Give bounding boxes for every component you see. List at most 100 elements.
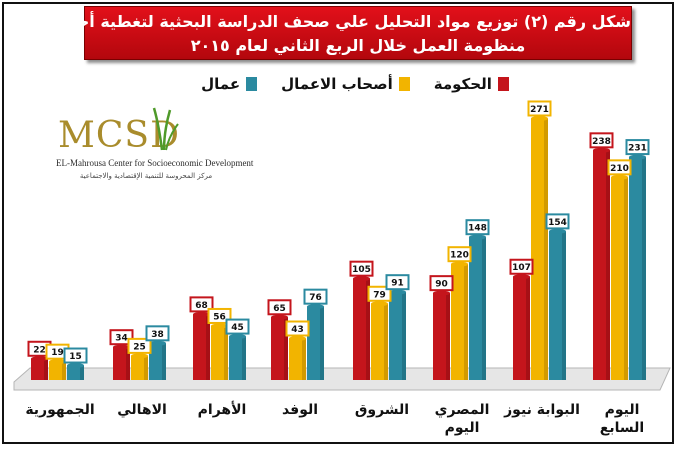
legend-item-government: الحكومة xyxy=(434,72,509,96)
mcsd-logo: MCSD EL-Mahrousa Center for Socioeconomi… xyxy=(56,107,253,196)
legend-swatch-government xyxy=(497,77,509,91)
wheat-icon xyxy=(152,107,179,151)
value-label-box-wrk-7 xyxy=(625,139,650,156)
value-label-gov-3: 65 xyxy=(273,304,286,314)
bar-gov-3 xyxy=(271,314,288,380)
legend-item-workers: عمال xyxy=(201,72,258,96)
bar-wrk-7 xyxy=(629,154,646,380)
bar-biz-1 xyxy=(131,353,148,380)
chart-floor xyxy=(13,367,671,391)
bar-biz-4 xyxy=(371,301,388,380)
bar-gov-7 xyxy=(593,147,610,380)
value-label-biz-7: 210 xyxy=(610,164,629,174)
value-label-biz-5: 120 xyxy=(450,251,469,261)
legend-label-workers: عمال xyxy=(201,75,241,93)
legend: الحكومة أصحاب الاعمال عمال xyxy=(190,72,520,96)
value-label-gov-2: 68 xyxy=(195,301,208,311)
category-label-3-0: الوفد xyxy=(282,402,318,418)
value-label-box-biz-6 xyxy=(527,100,552,117)
value-label-box-wrk-4 xyxy=(385,274,410,291)
value-label-biz-6: 271 xyxy=(530,105,549,115)
legend-item-business: أصحاب الاعمال xyxy=(281,72,410,96)
category-label-1-0: الاهالي xyxy=(117,402,167,418)
value-label-box-gov-2 xyxy=(189,296,214,313)
value-label-wrk-1: 38 xyxy=(151,330,164,340)
logo-subtitle: EL-Mahrousa Center for Socioeconomic Dev… xyxy=(56,158,254,168)
bar-biz-7 xyxy=(611,174,628,380)
value-label-box-biz-3 xyxy=(285,320,310,337)
bar-wrk-2 xyxy=(229,334,246,380)
legend-label-government: الحكومة xyxy=(433,75,492,93)
value-label-box-gov-4 xyxy=(349,260,374,277)
bar-gov-1 xyxy=(113,344,130,380)
value-label-box-gov-1 xyxy=(109,329,134,346)
value-label-box-gov-6 xyxy=(509,258,534,275)
bar-wrk-3 xyxy=(307,304,324,380)
value-label-wrk-7: 231 xyxy=(628,144,647,154)
value-label-gov-0: 22 xyxy=(33,345,46,355)
legend-swatch-workers xyxy=(246,77,258,91)
bar-wrk-4 xyxy=(389,289,406,380)
bar-gov-2 xyxy=(193,311,210,380)
bar-wrk-5 xyxy=(469,234,486,380)
bar-wrk-0 xyxy=(67,363,84,380)
bar-gov-6 xyxy=(513,274,530,380)
value-label-gov-1: 34 xyxy=(115,334,128,344)
value-label-box-wrk-2 xyxy=(225,318,250,335)
category-label-2-0: الأهرام xyxy=(198,401,247,418)
value-label-wrk-5: 148 xyxy=(468,224,487,234)
value-label-box-biz-5 xyxy=(447,246,472,263)
value-label-biz-2: 56 xyxy=(213,312,226,322)
bar-biz-5 xyxy=(451,261,468,380)
chart-title: شكل رقم (٢) توزيع مواد التحليل علي صحف ا… xyxy=(56,6,632,60)
bar-biz-3 xyxy=(289,336,306,380)
value-label-box-wrk-5 xyxy=(465,219,490,236)
value-label-gov-7: 238 xyxy=(592,137,611,147)
value-label-biz-0: 19 xyxy=(51,348,64,358)
legend-swatch-business xyxy=(398,77,410,91)
category-label-4-0: الشروق xyxy=(355,402,409,418)
value-label-box-gov-3 xyxy=(267,299,292,316)
value-label-box-wrk-6 xyxy=(545,213,570,230)
value-label-box-wrk-1 xyxy=(145,325,170,342)
value-label-box-gov-7 xyxy=(589,132,614,149)
bar-gov-5 xyxy=(433,290,450,380)
bar-biz-6 xyxy=(531,115,548,381)
value-label-box-wrk-0 xyxy=(63,347,88,364)
value-label-biz-4: 79 xyxy=(373,290,386,300)
value-label-wrk-6: 154 xyxy=(548,218,567,228)
category-label-6-0: البوابة نيوز xyxy=(503,402,580,418)
value-label-box-biz-7 xyxy=(607,159,632,176)
logo-arabic: مركز المحروسة للتنمية الإقتصادية والاجتم… xyxy=(79,172,213,180)
category-label-7-0: اليوم xyxy=(605,402,640,418)
value-label-wrk-4: 91 xyxy=(391,279,404,289)
value-label-wrk-2: 45 xyxy=(231,323,244,333)
value-label-wrk-0: 15 xyxy=(69,352,82,362)
bar-biz-2 xyxy=(211,323,228,380)
value-label-box-biz-2 xyxy=(207,307,232,324)
value-label-box-gov-5 xyxy=(429,275,454,292)
bar-wrk-1 xyxy=(149,340,166,380)
value-label-gov-5: 90 xyxy=(435,280,448,290)
value-label-gov-4: 105 xyxy=(352,265,371,275)
value-label-box-wrk-3 xyxy=(303,288,328,305)
category-label-0-0: الجمهورية xyxy=(25,402,94,418)
value-label-gov-6: 107 xyxy=(512,263,531,273)
value-label-box-biz-1 xyxy=(127,337,152,354)
value-label-biz-3: 43 xyxy=(291,325,304,335)
bar-biz-0 xyxy=(49,359,66,380)
value-label-box-biz-4 xyxy=(367,285,392,302)
bar-gov-4 xyxy=(353,276,370,380)
category-label-5-0: المصري xyxy=(435,402,490,419)
title-line-1: شكل رقم (٢) توزيع مواد التحليل علي صحف ا… xyxy=(56,12,631,31)
value-label-biz-1: 25 xyxy=(133,342,146,352)
value-label-wrk-3: 76 xyxy=(309,293,322,303)
category-label-5-1: اليوم xyxy=(445,420,480,436)
title-line-2: منظومة العمل خلال الربع الثاني لعام ٢٠١٥ xyxy=(190,36,526,55)
bar-gov-0 xyxy=(31,356,48,380)
category-label-7-1: السابع xyxy=(600,420,644,436)
legend-label-business: أصحاب الاعمال xyxy=(281,75,393,93)
bar-wrk-6 xyxy=(549,228,566,380)
chart-frame xyxy=(2,2,674,444)
